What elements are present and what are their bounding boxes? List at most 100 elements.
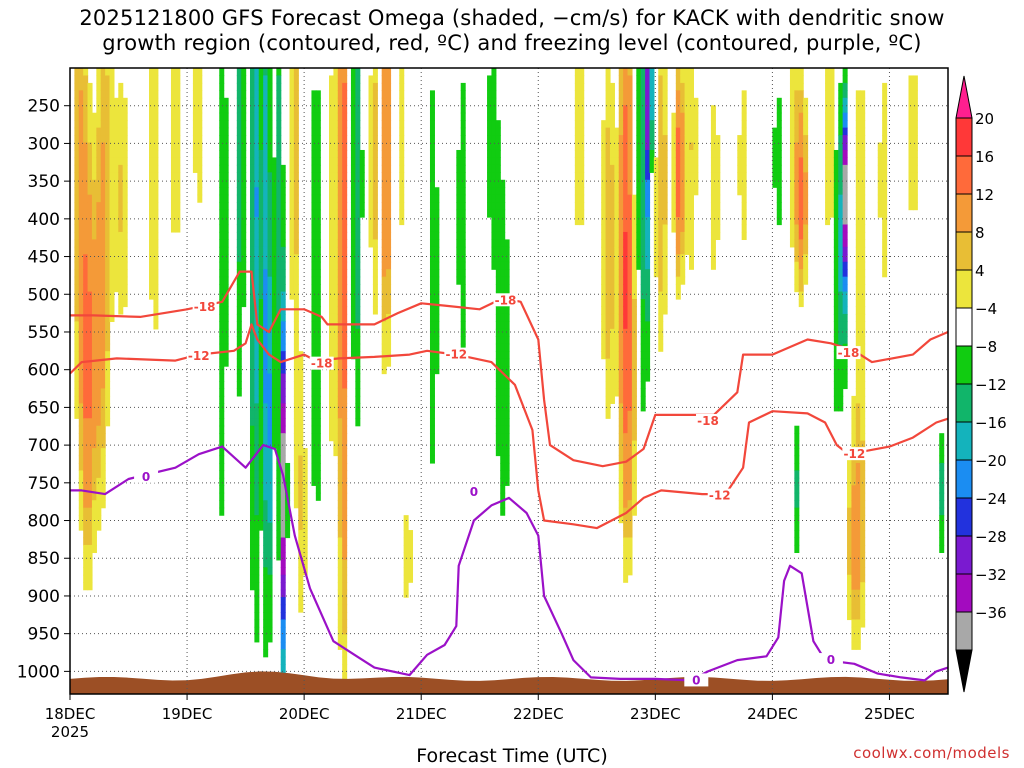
omega-cell bbox=[223, 231, 229, 241]
omega-cell bbox=[293, 433, 299, 442]
omega-cell bbox=[241, 164, 247, 173]
omega-cell bbox=[350, 343, 356, 352]
omega-cell bbox=[609, 142, 615, 151]
omega-cell bbox=[249, 403, 255, 412]
omega-cell bbox=[855, 90, 861, 99]
omega-cell bbox=[601, 179, 607, 188]
omega-cell bbox=[280, 395, 286, 404]
omega-cell bbox=[153, 75, 159, 84]
omega-cell bbox=[175, 82, 181, 91]
omega-cell bbox=[855, 321, 861, 330]
omega-cell bbox=[372, 224, 378, 233]
omega-cell bbox=[912, 105, 918, 114]
omega-cell bbox=[241, 254, 247, 263]
omega-cell bbox=[342, 75, 348, 84]
omega-cell bbox=[276, 515, 282, 524]
omega-cell bbox=[855, 418, 861, 427]
omega-cell bbox=[855, 373, 861, 382]
omega-cell bbox=[627, 381, 633, 390]
omega-cell bbox=[710, 172, 716, 181]
omega-cell bbox=[355, 358, 361, 367]
omega-cell bbox=[289, 284, 295, 293]
omega-cell bbox=[342, 157, 348, 166]
omega-cell bbox=[798, 135, 804, 144]
omega-cell bbox=[693, 97, 699, 106]
omega-cell bbox=[249, 90, 255, 99]
omega-cell bbox=[803, 112, 809, 121]
omega-cell bbox=[372, 261, 378, 270]
omega-cell bbox=[109, 90, 115, 99]
omega-cell bbox=[223, 246, 229, 255]
omega-cell bbox=[78, 433, 84, 442]
omega-cell bbox=[605, 261, 611, 270]
omega-cell bbox=[631, 395, 637, 404]
omega-cell bbox=[302, 448, 308, 457]
omega-cell bbox=[623, 90, 629, 99]
omega-cell bbox=[908, 194, 914, 203]
omega-cell bbox=[838, 209, 844, 218]
omega-cell bbox=[860, 619, 866, 628]
omega-cell bbox=[333, 284, 339, 293]
omega-cell bbox=[500, 276, 506, 285]
omega-cell bbox=[219, 149, 225, 159]
omega-cell bbox=[710, 112, 716, 121]
omega-cell bbox=[258, 68, 264, 77]
omega-cell bbox=[829, 127, 835, 136]
omega-cell bbox=[601, 246, 607, 255]
omega-cell bbox=[627, 492, 633, 501]
omega-cell bbox=[241, 269, 247, 278]
omega-cell bbox=[78, 97, 84, 106]
omega-cell bbox=[315, 343, 321, 352]
omega-cell bbox=[271, 231, 277, 241]
omega-cell bbox=[429, 172, 435, 181]
omega-cell bbox=[908, 82, 914, 91]
omega-cell bbox=[838, 246, 844, 255]
omega-cell bbox=[109, 127, 115, 136]
omega-cell bbox=[337, 68, 343, 77]
omega-cell bbox=[350, 120, 356, 129]
contour-label-bg bbox=[696, 413, 721, 427]
omega-cell bbox=[386, 75, 392, 84]
omega-cell bbox=[662, 187, 668, 196]
omega-cell bbox=[350, 306, 356, 315]
omega-cell bbox=[491, 231, 497, 241]
omega-cell bbox=[329, 120, 334, 129]
omega-cell bbox=[658, 261, 664, 270]
omega-cell bbox=[623, 574, 629, 583]
omega-cell bbox=[789, 82, 795, 91]
omega-cell bbox=[271, 164, 277, 173]
omega-cell bbox=[838, 120, 844, 129]
omega-cell bbox=[460, 328, 466, 337]
omega-cell bbox=[675, 187, 681, 196]
omega-cell bbox=[342, 433, 348, 442]
omega-cell bbox=[236, 142, 242, 151]
omega-cell bbox=[381, 135, 387, 144]
omega-cell bbox=[311, 194, 317, 203]
omega-cell bbox=[267, 589, 273, 598]
omega-cell bbox=[280, 291, 286, 300]
omega-cell bbox=[658, 254, 664, 263]
omega-cell bbox=[333, 194, 339, 203]
omega-cell bbox=[662, 254, 668, 263]
omega-cell bbox=[609, 217, 615, 226]
omega-cell bbox=[688, 97, 694, 106]
colorbar-top-arrow bbox=[955, 75, 973, 119]
omega-cell bbox=[645, 142, 651, 151]
omega-cell bbox=[105, 202, 111, 211]
omega-cell bbox=[614, 336, 620, 345]
omega-cell bbox=[333, 425, 339, 434]
omega-cell bbox=[267, 97, 273, 106]
omega-cell bbox=[372, 209, 378, 218]
omega-cell bbox=[87, 97, 93, 106]
contour-label: -18 bbox=[495, 293, 517, 307]
omega-cell bbox=[96, 448, 102, 457]
omega-cell bbox=[776, 209, 782, 218]
omega-cell bbox=[851, 425, 857, 434]
omega-cell bbox=[495, 135, 501, 144]
omega-cell bbox=[280, 373, 286, 382]
omega-cell bbox=[833, 388, 839, 397]
omega-cell bbox=[74, 179, 80, 188]
omega-cell bbox=[798, 276, 804, 285]
omega-cell bbox=[829, 97, 835, 106]
omega-cell bbox=[794, 276, 800, 285]
